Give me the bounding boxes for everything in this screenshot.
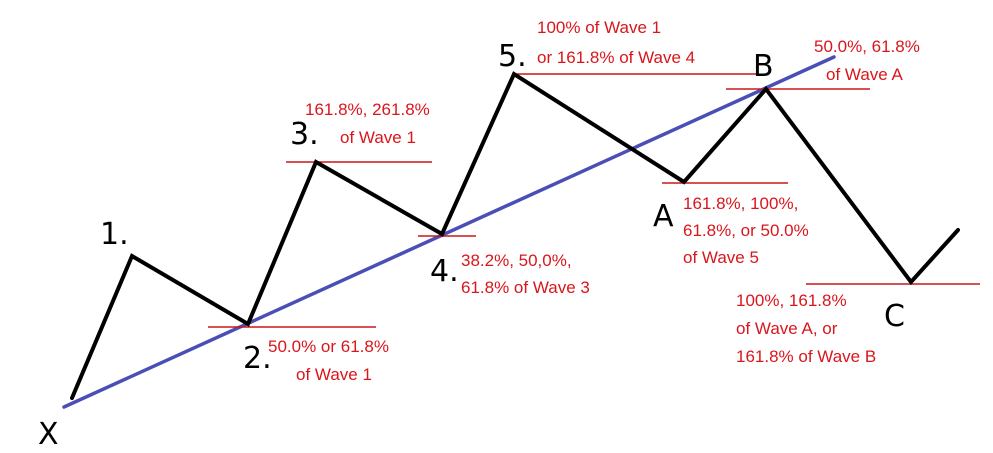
point-label-5: 5. xyxy=(498,39,527,74)
annotation-wave-c: 100%, 161.8% of Wave A, or 161.8% of Wav… xyxy=(736,291,876,366)
point-label-c: C xyxy=(884,299,905,334)
annotations: 50.0% or 61.8% of Wave 1 161.8%, 261.8% … xyxy=(268,18,925,384)
point-label-3: 3. xyxy=(290,117,319,152)
point-label-4: 4. xyxy=(430,254,459,289)
annotation-wave-a: 161.8%, 100%, 61.8%, or 50.0% of Wave 5 xyxy=(683,194,813,267)
annotation-wave-5: 100% of Wave 1 or 161.8% of Wave 4 xyxy=(537,18,695,67)
point-label-b: B xyxy=(753,49,774,84)
point-labels: X 1. 2. 3. 4. 5. A B C xyxy=(38,39,905,452)
point-label-x: X xyxy=(38,417,59,452)
wave-path xyxy=(70,71,960,400)
trend-line xyxy=(62,55,836,409)
annotation-wave-4: 38.2%, 50,0%, 61.8% of Wave 3 xyxy=(461,251,590,297)
point-label-a: A xyxy=(653,199,674,234)
point-label-1: 1. xyxy=(100,217,129,252)
annotation-wave-2: 50.0% or 61.8% of Wave 1 xyxy=(268,337,394,384)
point-label-2: 2. xyxy=(243,341,272,376)
annotation-wave-b: 50.0%, 61.8% of Wave A xyxy=(814,37,925,84)
annotation-wave-3: 161.8%, 261.8% of Wave 1 xyxy=(305,100,435,147)
